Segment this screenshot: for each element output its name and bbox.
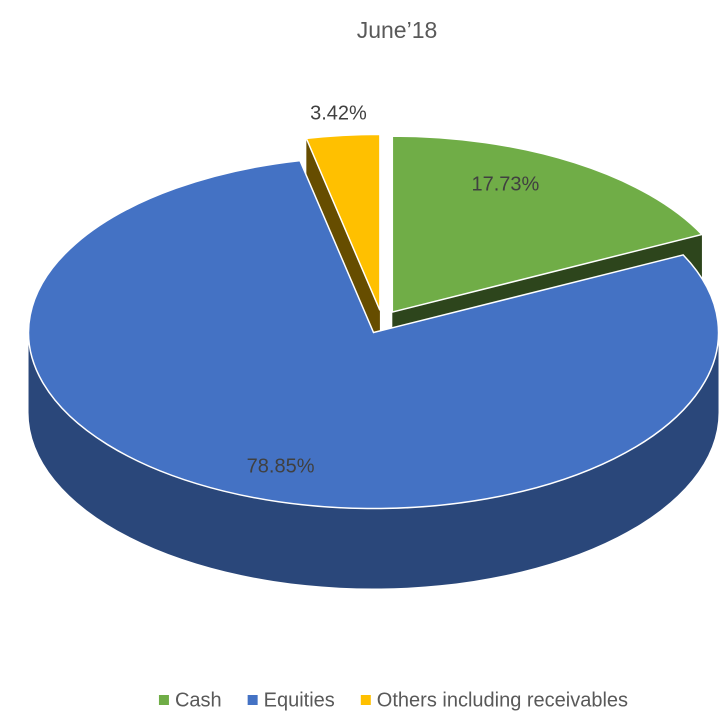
legend: Cash Equities Others including receivables: [158, 689, 628, 711]
slice: [391, 135, 704, 314]
slice: [27, 159, 720, 510]
slice-side: [28, 332, 719, 589]
data-label: 3.42%: [310, 103, 367, 125]
legend-label: Cash: [175, 689, 222, 711]
legend-swatch: [247, 695, 258, 705]
slice: [305, 133, 381, 311]
pie: 17.73% 78.85% 3.42%: [27, 103, 720, 589]
data-label: 17.73%: [471, 173, 539, 195]
legend-swatch: [158, 695, 169, 705]
legend-label: Equities: [264, 689, 335, 711]
legend-item: Others including receivables: [360, 689, 628, 711]
legend-item: Cash: [158, 689, 222, 711]
legend-swatch: [360, 695, 371, 705]
data-label: 78.85%: [247, 456, 315, 478]
legend-item: Equities: [247, 689, 335, 711]
chart-title: June’18: [357, 17, 438, 43]
legend-label: Others including receivables: [377, 689, 628, 711]
